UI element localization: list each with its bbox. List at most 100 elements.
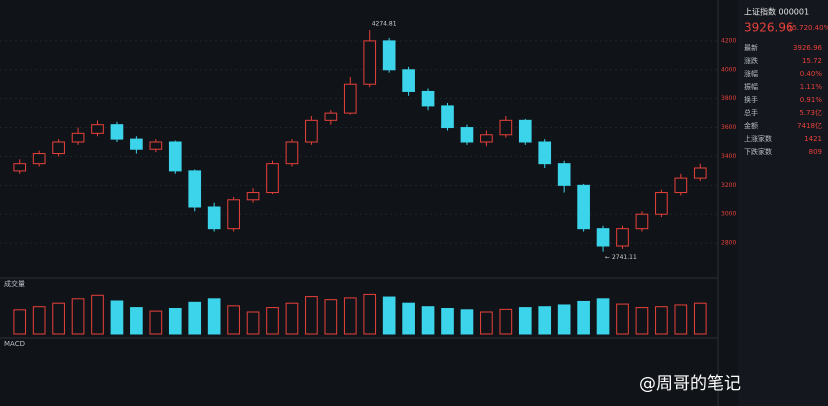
volume-bar xyxy=(655,306,668,335)
candle-body xyxy=(441,105,454,129)
index-price: 3926.96 xyxy=(744,21,794,35)
volume-bar xyxy=(168,307,182,335)
indicator-label: MACD xyxy=(4,340,25,348)
candle-body xyxy=(305,119,318,143)
candle-body xyxy=(655,192,668,215)
panel-label: 上涨家数 xyxy=(744,134,772,143)
candle-body xyxy=(693,167,707,179)
panel-value: 7418亿 xyxy=(797,121,822,130)
volume-label: 成交量 xyxy=(4,279,25,288)
candle-body xyxy=(130,138,143,150)
volume-bar xyxy=(557,304,571,335)
volume-bar xyxy=(13,309,27,335)
candle-body xyxy=(188,170,202,208)
panel-value: 0.40% xyxy=(800,70,823,78)
side-panel xyxy=(738,0,828,406)
panel-value: 0.91% xyxy=(800,96,823,104)
volume-bar xyxy=(227,305,240,335)
volume-bar xyxy=(266,307,279,335)
volume-bar xyxy=(91,294,104,335)
volume-bar xyxy=(674,304,688,335)
candle-body xyxy=(285,141,299,165)
volume-bar xyxy=(32,306,46,335)
candle-body xyxy=(499,119,513,136)
volume-bar xyxy=(149,310,163,335)
panel-label: 总手 xyxy=(744,108,758,117)
candle-body xyxy=(363,40,377,85)
panel-value: 3926.96 xyxy=(793,44,822,52)
panel-value: 1421 xyxy=(804,135,822,143)
y-tick-label: 3000 xyxy=(721,211,736,218)
volume-bar xyxy=(693,302,707,335)
candle-body xyxy=(227,199,240,230)
volume-bar xyxy=(110,300,124,335)
y-tick-label: 3400 xyxy=(721,153,736,160)
volume-bar xyxy=(343,297,357,335)
volume-bar xyxy=(518,307,532,335)
candle-body xyxy=(635,213,649,230)
y-tick-label: 4000 xyxy=(721,66,736,73)
volume-bar xyxy=(402,302,415,335)
panel-label: 下跌家数 xyxy=(744,147,772,156)
volume-bar xyxy=(285,302,299,335)
candle-body xyxy=(71,132,85,143)
candle-body xyxy=(674,177,688,194)
y-tick-label: 3600 xyxy=(721,124,736,131)
volume-bar xyxy=(71,298,85,335)
volume-bar xyxy=(538,306,552,335)
candle-body xyxy=(266,163,279,194)
y-tick-label: 3200 xyxy=(721,182,736,189)
candle-body xyxy=(246,192,260,201)
volume-bar xyxy=(635,307,649,335)
volume-bar xyxy=(596,298,610,335)
volume-bar xyxy=(480,311,493,335)
candle-body xyxy=(32,153,46,165)
candle-body xyxy=(577,184,590,230)
candle-body xyxy=(110,124,124,140)
index-change: 15.72 xyxy=(788,24,808,32)
panel-value: 15.72 xyxy=(802,57,822,65)
candle-body xyxy=(343,83,357,114)
panel-value: 809 xyxy=(809,148,822,156)
panel-label: 最新 xyxy=(744,43,758,52)
candle-body xyxy=(421,90,435,107)
y-tick-label: 3800 xyxy=(721,95,736,102)
panel-label: 换手 xyxy=(744,95,758,104)
volume-bar xyxy=(207,298,221,335)
volume-bar xyxy=(363,293,377,335)
volume-bar xyxy=(499,308,513,335)
volume-bar xyxy=(577,300,590,335)
volume-bar xyxy=(130,307,143,335)
volume-bar xyxy=(246,311,260,335)
volume-bar xyxy=(305,296,318,335)
candle-body xyxy=(149,141,163,150)
candle-body xyxy=(52,141,65,155)
candle-body xyxy=(91,124,104,134)
volume-bar xyxy=(382,296,396,335)
candle-body xyxy=(168,141,182,172)
volume-bar xyxy=(188,301,202,335)
panel-value: 5.73亿 xyxy=(799,108,822,117)
volume-bar xyxy=(324,299,338,335)
watermark: @周哥的笔记 xyxy=(639,374,741,394)
panel-label: 金额 xyxy=(744,121,758,130)
candle-body xyxy=(596,228,610,247)
panel-label: 涨幅 xyxy=(744,69,758,78)
candle-body xyxy=(538,141,552,165)
y-tick-label: 4200 xyxy=(721,37,736,44)
annotation: 4274.81 xyxy=(372,21,397,28)
volume-bar xyxy=(616,303,629,335)
panel-value: 1.11% xyxy=(800,83,823,91)
panel-label: 振幅 xyxy=(744,82,758,91)
volume-bar xyxy=(460,309,474,335)
candle-body xyxy=(13,163,27,172)
index-title: 上证指数 000001 xyxy=(744,7,809,17)
candle-body xyxy=(557,163,571,186)
candle-body xyxy=(518,119,532,143)
volume-bar xyxy=(421,306,435,335)
candle-body xyxy=(480,134,493,143)
candle-body xyxy=(382,40,396,71)
panel-label: 涨跌 xyxy=(744,56,758,65)
